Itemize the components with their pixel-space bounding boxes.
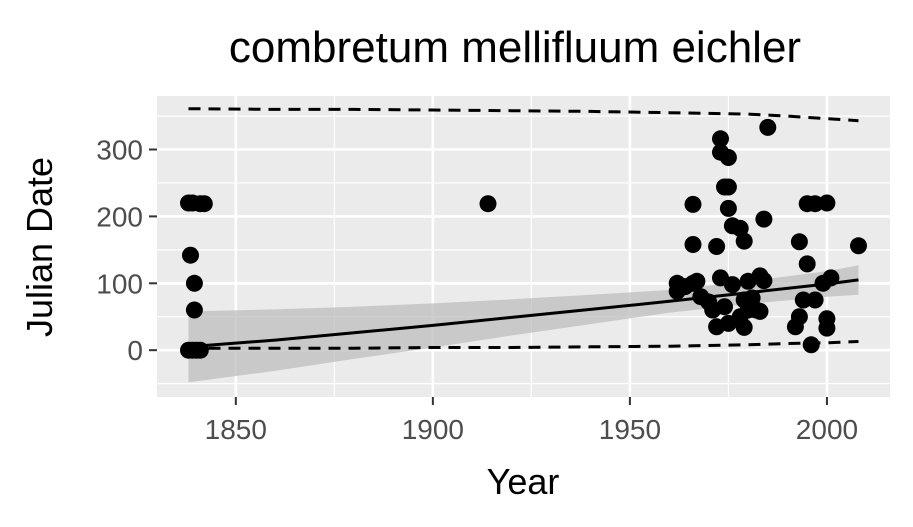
data-point [684, 195, 702, 213]
data-point [735, 232, 753, 250]
data-point [684, 236, 702, 253]
data-point [790, 233, 808, 251]
data-point [850, 237, 867, 255]
data-point [818, 194, 836, 212]
data-point [751, 302, 769, 320]
x-tick-label: 1900 [402, 414, 464, 445]
data-point [708, 238, 726, 255]
data-point [755, 272, 773, 290]
y-axis-title: Julian Date [19, 157, 60, 337]
data-point [712, 130, 729, 148]
data-point [479, 195, 497, 213]
data-point [719, 178, 737, 196]
lower-quantile-line [188, 340, 859, 350]
data-point [195, 195, 213, 213]
data-point [818, 319, 836, 337]
data-point [688, 272, 706, 290]
y-tick-label: 100 [96, 268, 143, 299]
y-tick-label: 0 [127, 335, 143, 366]
data-point [806, 291, 824, 309]
data-point [735, 318, 753, 336]
y-axis-ticks: 0 100 200 300 [96, 135, 157, 366]
grid-minor [157, 96, 890, 397]
data-point [794, 291, 812, 309]
x-axis-ticks: 1850 1900 1950 2000 [205, 397, 858, 445]
data-point [182, 246, 199, 264]
x-axis-title: Year [487, 461, 560, 502]
data-point [185, 274, 203, 292]
data-points [180, 118, 867, 359]
x-tick-label: 1950 [599, 414, 661, 445]
x-tick-label: 2000 [796, 414, 858, 445]
data-point [755, 210, 773, 228]
confidence-ribbon [188, 265, 859, 383]
y-tick-label: 200 [96, 201, 143, 232]
data-point [759, 118, 777, 136]
data-point [719, 199, 737, 217]
data-point [798, 255, 816, 273]
chart-title: combretum mellifluum eichler [229, 23, 801, 72]
data-point [185, 301, 203, 319]
data-point [802, 336, 820, 354]
fit-line [188, 278, 859, 349]
upper-quantile-line [188, 107, 859, 123]
data-point [723, 276, 741, 294]
x-tick-label: 1850 [205, 414, 267, 445]
data-point [790, 308, 808, 326]
data-point [719, 149, 737, 166]
data-point [716, 298, 733, 316]
y-tick-label: 300 [96, 135, 143, 166]
data-point [822, 269, 840, 287]
data-point [191, 341, 209, 359]
